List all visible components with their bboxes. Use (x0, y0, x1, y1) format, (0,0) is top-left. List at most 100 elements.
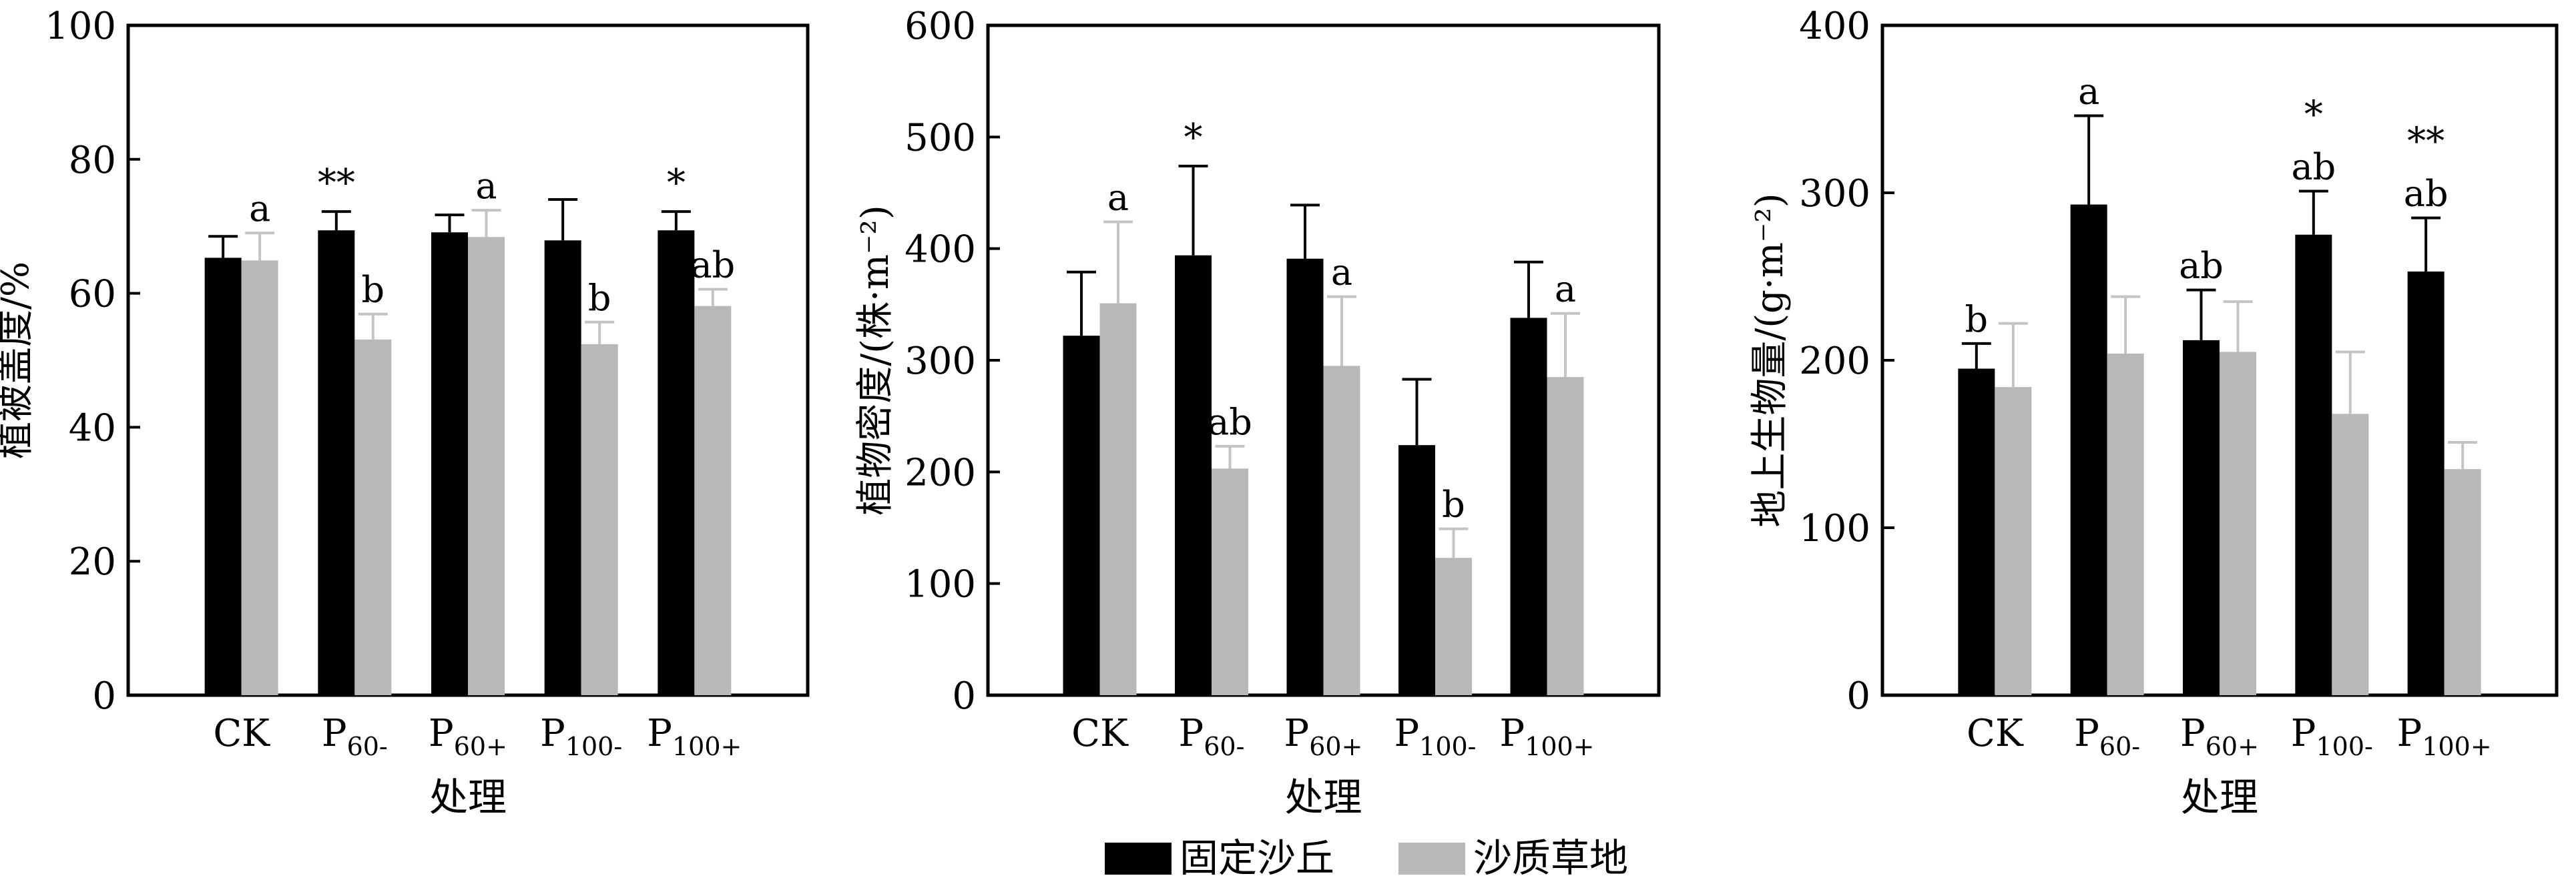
x-tick-label: P60+ (429, 712, 507, 761)
y-tick-label: 300 (905, 340, 976, 383)
significance-stars: ** (318, 161, 355, 205)
bar-sandy-grassland (241, 260, 278, 695)
significance-letter: a (1107, 177, 1129, 219)
significance-stars: * (2304, 93, 2323, 136)
y-tick-label: 300 (1799, 172, 1870, 215)
bar-fixed-dune (431, 232, 468, 696)
bar-fixed-dune (2070, 204, 2107, 695)
x-tick-label: CK (213, 712, 270, 755)
x-tick-label-main: CK (1071, 712, 1129, 755)
y-axis-label: 地上生物量/(g·m⁻²) (1748, 193, 1792, 527)
legend: 固定沙丘 沙质草地 (1105, 835, 1628, 881)
x-tick-label-main: CK (213, 712, 270, 755)
y-tick-label: 400 (905, 228, 976, 272)
significance-letter: b (362, 269, 385, 311)
x-tick-label-main: P (2397, 712, 2422, 755)
bar-sandy-grassland (1099, 303, 1137, 695)
bar-sandy-grassland (2332, 414, 2369, 695)
y-tick-label: 60 (69, 273, 116, 316)
significance-letter: b (1965, 298, 1989, 340)
bar-sandy-grassland (1323, 366, 1360, 695)
significance-letter: a (249, 187, 270, 230)
x-tick-label-sub: 60- (1204, 732, 1244, 761)
bar-sandy-grassland (1435, 558, 1472, 695)
legend-swatch (1398, 843, 1465, 875)
significance-stars: ** (2407, 120, 2444, 163)
bar-fixed-dune (1286, 258, 1324, 695)
y-tick-label: 20 (69, 540, 116, 584)
x-tick-label-sub: 100- (565, 732, 622, 761)
significance-letter: a (1555, 268, 1576, 310)
x-tick-label-sub: 60+ (454, 732, 507, 761)
legend-label: 固定沙丘 (1180, 835, 1334, 881)
x-axis-label: 处理 (2181, 775, 2258, 820)
bar-sandy-grassland (468, 237, 505, 695)
bar-fixed-dune (318, 230, 355, 695)
significance-letter: a (1331, 252, 1352, 294)
bar-fixed-dune (1510, 318, 1547, 695)
x-tick-label: P100- (2291, 712, 2373, 761)
x-tick-label-main: P (429, 712, 454, 755)
x-tick-label-sub: 100+ (2422, 732, 2491, 761)
y-tick-label: 100 (1799, 507, 1870, 550)
significance-letter: b (588, 277, 611, 319)
x-tick-label: P100- (540, 712, 622, 761)
bar-fixed-dune (658, 230, 695, 695)
significance-stars: * (667, 161, 686, 205)
y-tick-label: 0 (92, 675, 116, 718)
bar-sandy-grassland (354, 339, 392, 696)
x-tick-label-sub: 60+ (2206, 732, 2259, 761)
bar-sandy-grassland (1995, 387, 2032, 695)
bar-sandy-grassland (581, 344, 618, 695)
bar-fixed-dune (2183, 340, 2220, 695)
x-tick-label-main: P (2291, 712, 2316, 755)
x-tick-label-sub: 60- (347, 732, 388, 761)
x-tick-label-main: P (540, 712, 565, 755)
bar-fixed-dune (204, 258, 242, 695)
x-tick-label-main: P (1499, 712, 1525, 755)
y-tick-label: 500 (905, 116, 976, 159)
significance-letter: ab (2291, 145, 2336, 187)
significance-letter: a (475, 165, 497, 207)
x-tick-label-main: P (2074, 712, 2099, 755)
x-tick-label: CK (1071, 712, 1129, 755)
x-tick-label: P60- (1179, 712, 1245, 761)
bar-fixed-dune (2407, 271, 2444, 696)
x-tick-label: P100- (1394, 712, 1476, 761)
bar-sandy-grassland (2220, 352, 2256, 695)
x-tick-label-main: P (1394, 712, 1419, 755)
y-tick-label: 600 (905, 5, 976, 48)
y-tick-label: 80 (69, 139, 116, 182)
significance-letter: ab (1208, 401, 1252, 443)
bar-sandy-grassland (1547, 377, 1584, 695)
x-tick-label: P100+ (647, 712, 742, 761)
x-tick-label-main: P (1284, 712, 1310, 755)
x-axis-label: 处理 (429, 775, 507, 820)
y-tick-label: 200 (1799, 340, 1870, 383)
y-tick-label: 40 (69, 406, 116, 450)
x-tick-label: P60- (322, 712, 388, 761)
significance-stars: * (1184, 116, 1203, 159)
x-tick-label: P60- (2074, 712, 2140, 761)
legend-swatch (1105, 843, 1172, 875)
x-tick-label-main: P (2180, 712, 2206, 755)
y-tick-label: 0 (1846, 675, 1870, 718)
bar-fixed-dune (1063, 336, 1100, 696)
x-axis-label: 处理 (1284, 775, 1362, 820)
significance-letter: ab (2404, 173, 2449, 215)
bar-fixed-dune (544, 240, 581, 695)
x-tick-label-main: P (1179, 712, 1204, 755)
y-tick-label: 400 (1799, 5, 1870, 48)
legend-label: 沙质草地 (1473, 835, 1628, 881)
y-tick-label: 100 (45, 5, 116, 48)
bar-sandy-grassland (694, 306, 732, 695)
bar-sandy-grassland (2444, 469, 2481, 695)
y-tick-label: 200 (905, 451, 976, 494)
x-tick-label-sub: 60- (2099, 732, 2140, 761)
x-tick-label-sub: 60+ (1309, 732, 1362, 761)
